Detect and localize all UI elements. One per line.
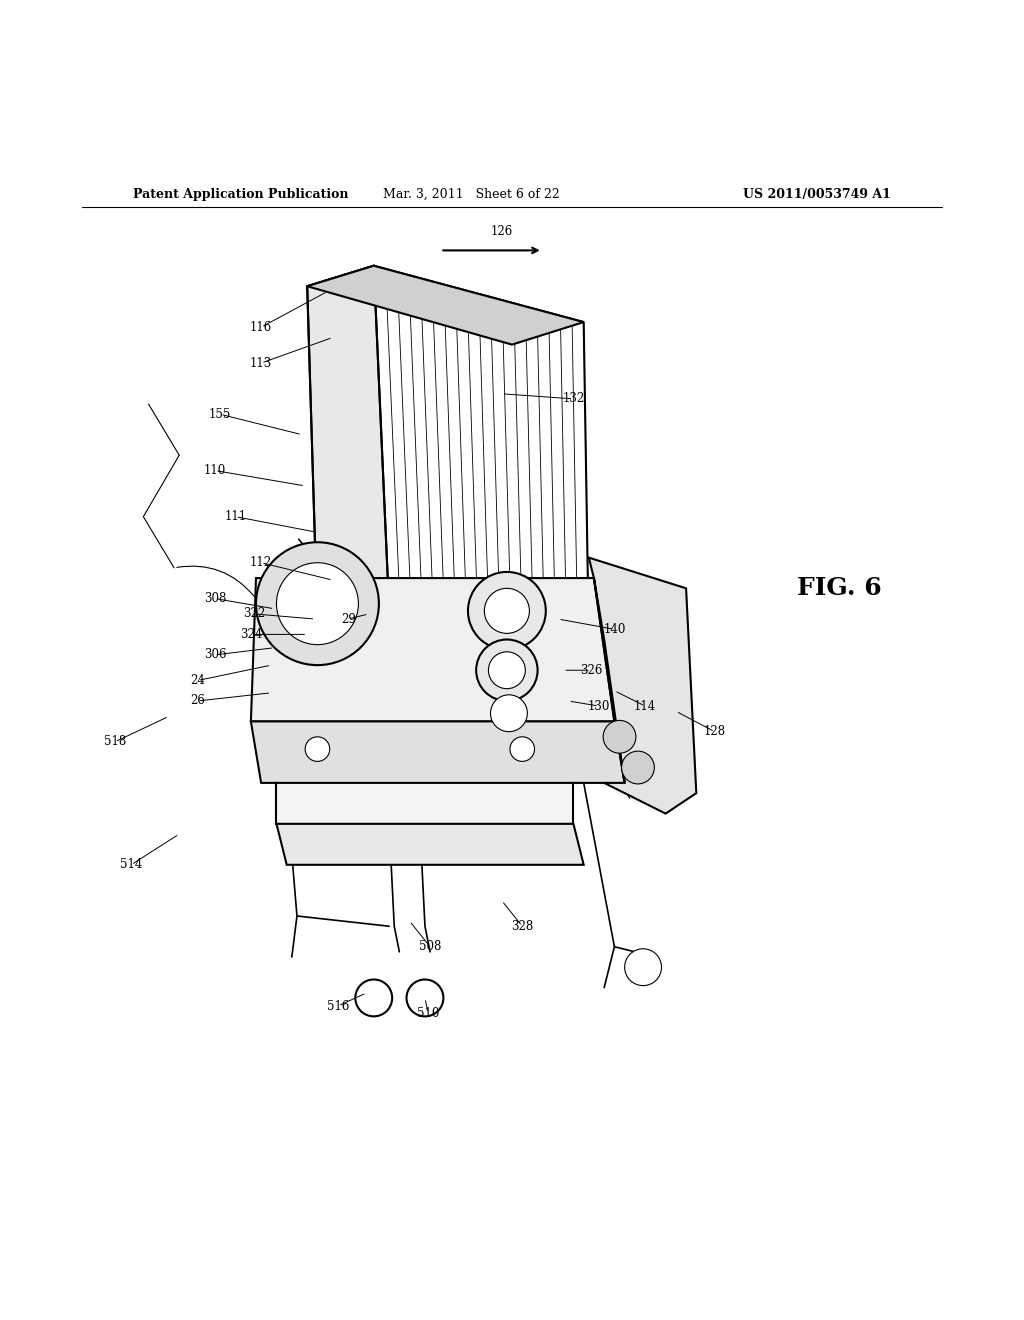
Polygon shape: [594, 578, 625, 783]
Text: 514: 514: [120, 858, 142, 871]
Circle shape: [625, 949, 662, 986]
Text: 306: 306: [204, 648, 226, 661]
Circle shape: [355, 979, 392, 1016]
Text: 322: 322: [243, 607, 265, 620]
Text: 140: 140: [603, 623, 626, 636]
Circle shape: [603, 721, 636, 754]
Circle shape: [305, 737, 330, 762]
Circle shape: [490, 694, 527, 731]
Text: 24: 24: [190, 675, 205, 686]
Text: 116: 116: [250, 321, 272, 334]
Text: 132: 132: [562, 392, 585, 405]
Polygon shape: [307, 265, 389, 624]
Text: 328: 328: [511, 920, 534, 933]
Text: 308: 308: [204, 593, 226, 605]
Circle shape: [622, 751, 654, 784]
Circle shape: [510, 737, 535, 762]
Circle shape: [484, 589, 529, 634]
Text: 518: 518: [103, 735, 126, 748]
Text: 112: 112: [250, 556, 272, 569]
Text: 126: 126: [490, 224, 513, 238]
Text: 110: 110: [204, 465, 226, 477]
Text: US 2011/0053749 A1: US 2011/0053749 A1: [743, 187, 891, 201]
Circle shape: [256, 543, 379, 665]
Polygon shape: [251, 722, 625, 783]
Text: 510: 510: [417, 1007, 439, 1020]
Text: 130: 130: [588, 700, 610, 713]
Text: 516: 516: [327, 999, 349, 1012]
Text: 508: 508: [419, 940, 441, 953]
Text: 324: 324: [240, 628, 262, 642]
Text: 26: 26: [190, 694, 205, 708]
Text: 113: 113: [250, 356, 272, 370]
Text: 114: 114: [634, 700, 656, 713]
Text: Mar. 3, 2011   Sheet 6 of 22: Mar. 3, 2011 Sheet 6 of 22: [383, 187, 559, 201]
Text: Patent Application Publication: Patent Application Publication: [133, 187, 348, 201]
Circle shape: [488, 652, 525, 689]
Text: 128: 128: [703, 725, 726, 738]
Circle shape: [468, 572, 546, 649]
Text: FIG. 6: FIG. 6: [798, 577, 882, 601]
Polygon shape: [251, 578, 614, 722]
Polygon shape: [307, 265, 584, 345]
Polygon shape: [276, 824, 584, 865]
Circle shape: [476, 639, 538, 701]
Text: 111: 111: [224, 510, 247, 523]
Text: 155: 155: [209, 408, 231, 421]
Text: 29: 29: [341, 612, 355, 626]
Text: 326: 326: [580, 664, 602, 677]
Polygon shape: [276, 722, 573, 824]
Circle shape: [407, 979, 443, 1016]
Polygon shape: [589, 557, 696, 813]
Circle shape: [276, 562, 358, 644]
